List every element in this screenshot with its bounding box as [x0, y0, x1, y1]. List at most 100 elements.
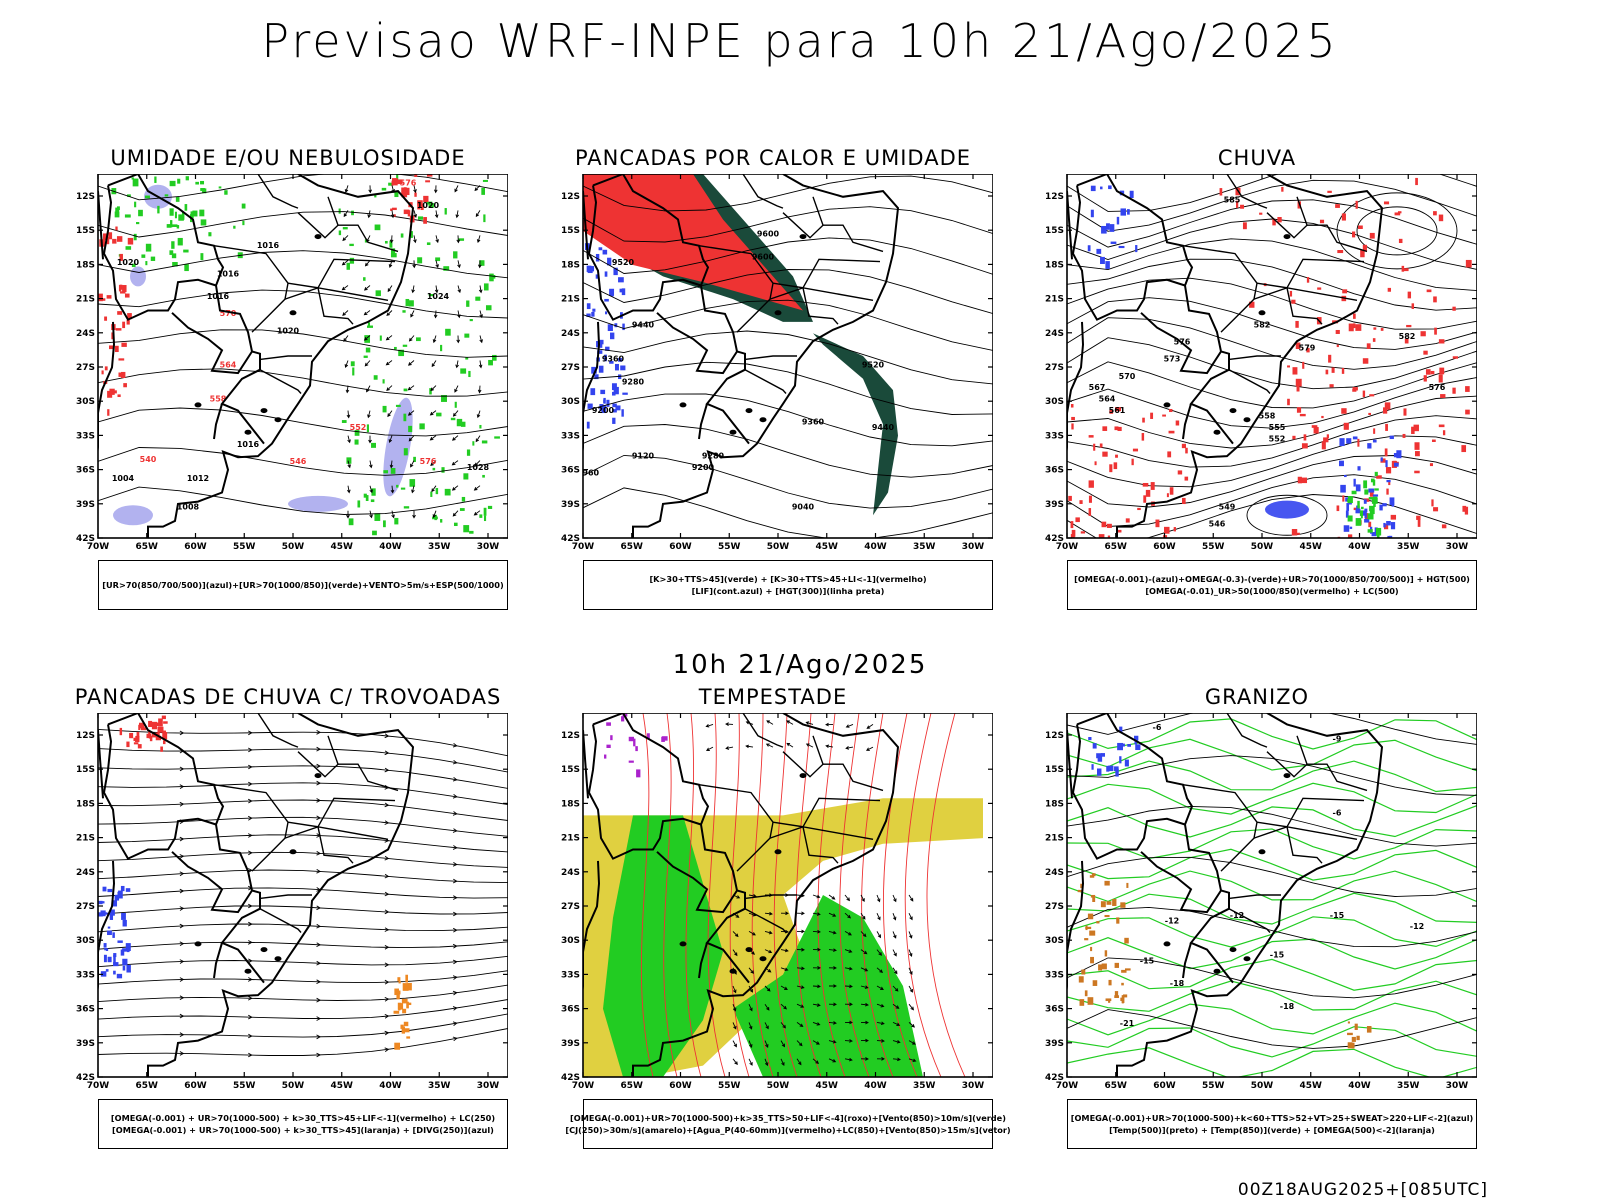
hail-blue [1091, 764, 1094, 770]
lif-blue [618, 357, 622, 362]
lif-blue [612, 409, 617, 413]
rain-blue [1391, 502, 1395, 507]
wind-vectors [369, 510, 373, 519]
humidity-green [383, 470, 389, 474]
rain-blue [1096, 248, 1102, 254]
lat-tick-label: 39S [76, 500, 95, 510]
humidity-green [405, 298, 410, 307]
panel-legend: [OMEGA(-0.001) + UR>70(1000-500) + k>30_… [98, 1099, 508, 1149]
lon-tick-label: 70W [87, 542, 110, 552]
divergence-blue [103, 954, 107, 963]
rain-blue [1090, 185, 1096, 192]
thickness-red [403, 209, 410, 215]
humidity-green [459, 508, 465, 511]
legend-line: [CJ(250)>30m/s](amarelo)+[Agua_P(40-60mm… [565, 1125, 1011, 1135]
state-border [823, 224, 884, 253]
wind-vectors [812, 1021, 821, 1026]
wind-vectors [796, 1022, 804, 1028]
thickness-red [115, 328, 122, 331]
country-border [587, 724, 702, 860]
wind-vectors [413, 210, 418, 218]
lon-tick-label: 60W [184, 542, 207, 552]
storm-orange [396, 992, 400, 1000]
thickness-red [118, 358, 125, 361]
wind-vectors [408, 435, 415, 442]
state-border [1307, 224, 1368, 253]
rain-red [1071, 529, 1076, 537]
wind-vectors [476, 235, 481, 243]
lon-tick-label: 70W [572, 542, 595, 552]
humidity-green [145, 261, 148, 266]
state-border [284, 826, 389, 840]
wind-vectors [705, 720, 874, 751]
wind-vectors [828, 912, 837, 917]
rain-red [1341, 367, 1345, 374]
streamline-arrow [452, 862, 458, 867]
streamline-lc850 [707, 713, 726, 1077]
wind-vectors [452, 410, 459, 417]
divergence-blue [103, 943, 107, 948]
humidity-green [131, 177, 134, 180]
lat-tick-label: 30S [1045, 936, 1064, 946]
pressure-isoline [98, 486, 508, 515]
lon-tick-label: 40W [1348, 542, 1371, 552]
wind-vectors [475, 435, 481, 443]
streamline-arrow [247, 958, 253, 964]
divergence-blue [105, 912, 108, 915]
lif-blue [621, 409, 624, 417]
rain-red [1373, 327, 1377, 330]
contour-label: -6 [1153, 723, 1162, 732]
contour-label: 552 [1269, 434, 1286, 443]
humidity-green [456, 418, 463, 427]
wind-vectors [748, 1040, 753, 1048]
rain-blue [1108, 185, 1112, 190]
contour-label: 1016 [257, 241, 280, 250]
humidity-green [483, 283, 489, 291]
streamline-arrow [384, 820, 390, 825]
thickness-red [117, 394, 121, 398]
wind-vectors [860, 1002, 869, 1007]
contour-label: 582 [1254, 321, 1271, 330]
wind-vectors [385, 360, 393, 366]
wind-vectors [386, 385, 393, 392]
lat-tick-label: 15S [561, 226, 580, 236]
lif-blue [609, 288, 615, 296]
panel-title: PANCADAS POR CALOR E UMIDADE [574, 146, 972, 170]
divergence-blue [122, 958, 128, 966]
rain-red [1071, 416, 1075, 421]
humidity-green [338, 174, 500, 536]
streamline-lc850 [640, 713, 654, 1077]
wind-vectors [812, 966, 821, 970]
humidity-green [177, 237, 183, 246]
storm-red [137, 744, 142, 749]
state-border [823, 763, 884, 792]
rain-red [1088, 435, 1094, 438]
streamline [98, 999, 508, 1020]
wind-vectors [876, 894, 881, 903]
lat-tick-label: 15S [561, 765, 580, 775]
wind-vectors [876, 1003, 885, 1008]
rain-green [1363, 480, 1368, 489]
divergence-blue [109, 909, 115, 916]
lake [260, 947, 268, 953]
humidity-green [469, 530, 474, 534]
wind-vectors [366, 385, 371, 393]
rain-red [1117, 529, 1122, 533]
lif-blue [613, 386, 619, 395]
storm-orange [402, 983, 409, 991]
divergence-blue [122, 919, 127, 927]
rain-red [1295, 320, 1299, 328]
storm-orange [406, 1001, 409, 1009]
thickness-red [127, 237, 134, 245]
lake [745, 408, 753, 414]
humidity-green [208, 232, 212, 237]
lat-tick-label: 36S [1045, 466, 1064, 476]
thickness-red [101, 370, 104, 375]
streamline [98, 923, 508, 933]
humidity-green [390, 468, 396, 474]
wind-vectors [341, 185, 483, 519]
humidity-green [402, 344, 408, 347]
humidity-green [133, 233, 137, 241]
divergence-blue [98, 900, 103, 905]
